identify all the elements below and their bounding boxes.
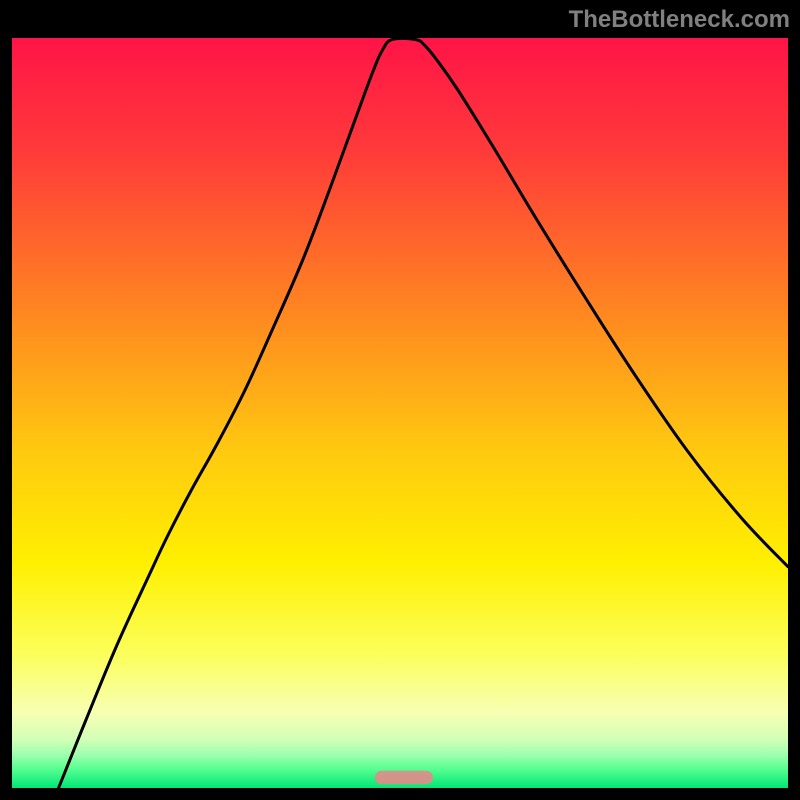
chart-container: TheBottleneck.com — [0, 0, 800, 800]
chart-svg — [12, 38, 788, 788]
gradient-background — [12, 38, 788, 788]
watermark-text: TheBottleneck.com — [569, 6, 790, 34]
plot-area — [12, 38, 788, 788]
optimum-marker — [375, 771, 433, 785]
